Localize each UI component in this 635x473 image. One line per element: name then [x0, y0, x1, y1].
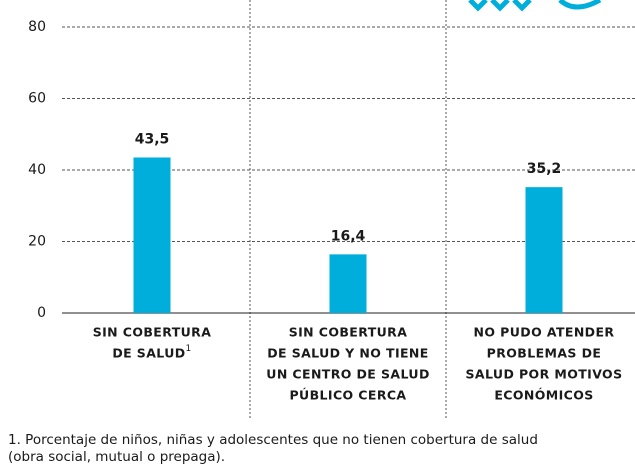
x-tick-label: DE SALUD Y NO TIENE — [267, 346, 429, 361]
footnote: (obra social, mutual o prepaga). — [8, 449, 225, 465]
footnote-ref: 1 — [186, 344, 192, 354]
y-tick-label: 40 — [28, 162, 46, 178]
logo-fragment — [468, 0, 602, 12]
bar — [133, 157, 171, 313]
bar — [525, 187, 563, 313]
x-tick-label: DE SALUD1 — [112, 344, 191, 361]
x-tick-label: SIN COBERTURA — [93, 325, 212, 340]
x-tick-label: ECONÓMICOS — [494, 388, 593, 403]
footnote: 1. Porcentaje de niños, niñas y adolesce… — [8, 432, 538, 448]
x-tick-label: SIN COBERTURA — [289, 325, 408, 340]
x-tick-label: PROBLEMAS DE — [487, 346, 602, 361]
x-tick-label: SALUD POR MOTIVOS — [466, 367, 623, 382]
bar — [329, 254, 367, 313]
y-tick-label: 80 — [28, 19, 46, 35]
y-tick-label: 20 — [28, 234, 46, 250]
value-label: 43,5 — [135, 131, 170, 147]
y-tick-label: 60 — [28, 91, 46, 107]
value-label: 35,2 — [527, 161, 562, 177]
x-tick-label: UN CENTRO DE SALUD — [266, 367, 429, 382]
x-tick-label: PÚBLICO CERCA — [290, 388, 407, 403]
x-tick-label: NO PUDO ATENDER — [474, 325, 615, 340]
y-tick-label: 0 — [37, 305, 46, 321]
value-label: 16,4 — [331, 228, 366, 244]
